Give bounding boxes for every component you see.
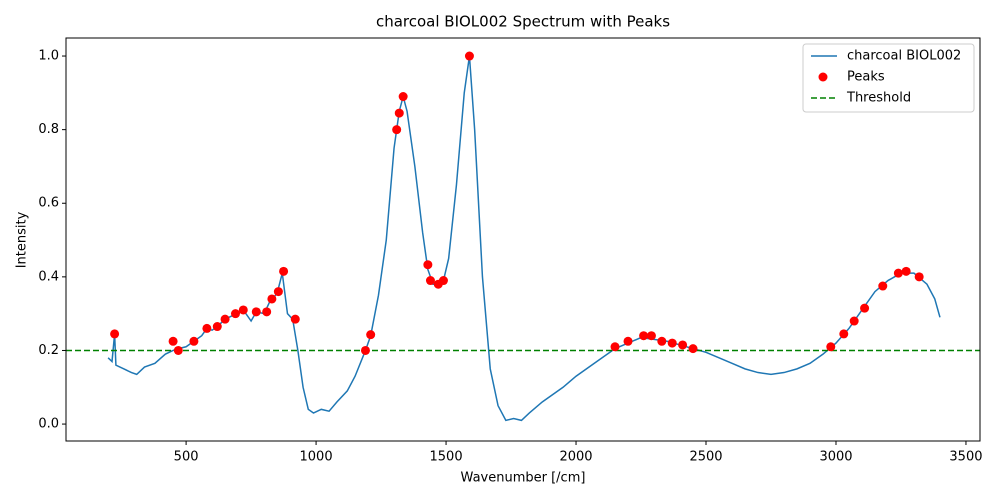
legend-label: Peaks: [847, 70, 885, 85]
y-axis-label: Intensity: [15, 211, 30, 268]
peak-point: [394, 108, 404, 118]
x-tick-label: 500: [174, 450, 199, 465]
y-tick-label: 0.2: [38, 343, 59, 358]
peak-point: [267, 294, 277, 304]
peak-point: [623, 336, 633, 346]
peak-point: [438, 276, 448, 286]
y-tick-label: 1.0: [38, 49, 59, 64]
peak-point: [860, 303, 870, 313]
peak-point: [893, 268, 903, 278]
x-tick-label: 2500: [689, 450, 722, 465]
peak-point: [173, 345, 183, 355]
y-tick-label: 0.8: [38, 122, 59, 137]
peak-point: [366, 330, 376, 340]
peak-point: [464, 51, 474, 61]
peak-point: [279, 266, 289, 276]
x-tick-label: 1000: [300, 450, 333, 465]
peak-point: [220, 314, 230, 324]
peak-point: [189, 336, 199, 346]
peak-point: [251, 307, 261, 317]
peak-point: [878, 281, 888, 291]
plot-frame: [65, 37, 981, 442]
peak-point: [230, 309, 240, 319]
peak-point: [826, 342, 836, 352]
peak-point: [610, 342, 620, 352]
y-tick-label: 0.6: [38, 196, 59, 211]
peak-point: [392, 125, 402, 135]
peak-point: [212, 322, 222, 332]
peak-point: [678, 340, 688, 350]
peak-point: [360, 345, 370, 355]
peak-point: [290, 314, 300, 324]
peak-point: [688, 344, 698, 354]
x-tick-label: 2000: [559, 450, 592, 465]
peak-point: [238, 305, 248, 315]
legend: charcoal BIOL002 Peaks Threshold: [802, 43, 975, 113]
legend-label: Threshold: [846, 91, 911, 106]
peak-point: [398, 92, 408, 102]
peak-point: [110, 329, 120, 339]
peak-point: [273, 287, 283, 297]
peak-point: [262, 307, 272, 317]
y-tick-label: 0.0: [38, 417, 59, 432]
peak-point: [657, 336, 667, 346]
peak-point: [423, 260, 433, 270]
peak-point: [646, 331, 656, 341]
peak-point: [202, 323, 212, 333]
x-tick-label: 3500: [949, 450, 982, 465]
peak-point: [839, 329, 849, 339]
spectrum-line: [107, 55, 941, 422]
peak-point: [168, 336, 178, 346]
peak-point: [639, 331, 649, 341]
legend-swatch: [818, 72, 828, 82]
peak-point: [901, 266, 911, 276]
legend-box: [802, 43, 975, 113]
chart-title: charcoal BIOL002 Spectrum with Peaks: [376, 13, 670, 31]
y-tick-label: 0.4: [38, 269, 59, 284]
x-tick-label: 3000: [819, 450, 852, 465]
x-tick-label: 1500: [430, 450, 463, 465]
x-axis-label: Wavenumber [/cm]: [461, 471, 586, 486]
peak-point: [425, 276, 435, 286]
peak-point: [849, 316, 859, 326]
peak-point: [667, 338, 677, 348]
peak-point: [914, 272, 924, 282]
legend-label: charcoal BIOL002: [847, 49, 961, 64]
